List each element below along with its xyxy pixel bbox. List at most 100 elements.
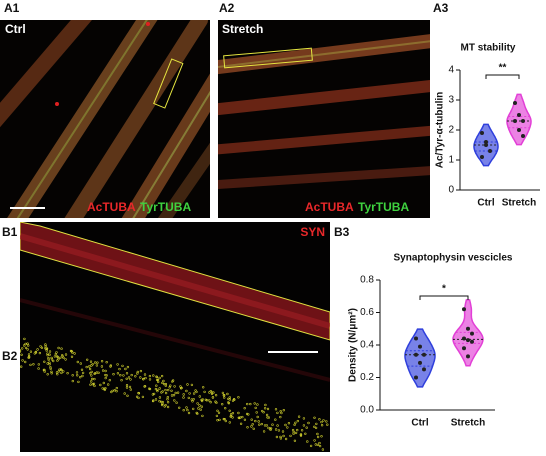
y-tick-label: 4	[448, 65, 454, 76]
synapse-dot	[187, 411, 191, 415]
chart-title: MT stability	[460, 43, 515, 54]
synapse-dot	[260, 422, 263, 426]
synapse-dot	[49, 367, 52, 370]
speck	[146, 22, 150, 26]
synapse-dot	[302, 417, 306, 420]
data-point	[484, 140, 488, 144]
violin	[404, 328, 436, 388]
synapse-dot	[101, 369, 105, 372]
data-point	[513, 119, 517, 123]
synapse-dot	[139, 376, 142, 379]
synapse-dot	[215, 414, 219, 418]
synapse-dot	[266, 416, 269, 419]
synapse-dot	[212, 391, 215, 394]
synapse-dot	[178, 406, 181, 409]
synapse-dot	[277, 429, 281, 432]
synapse-dot	[228, 421, 232, 424]
y-tick-label: 0.6	[360, 307, 374, 318]
synapse-dot	[102, 381, 106, 385]
synapse-dot	[186, 383, 189, 386]
synapse-dot	[95, 364, 99, 367]
significance-bracket	[419, 295, 469, 300]
synapse-dot	[73, 352, 76, 355]
synapse-dot	[104, 369, 107, 373]
synapse-dot	[141, 395, 145, 399]
synapse-dot	[24, 346, 28, 350]
synapse-dot	[81, 371, 85, 375]
synapse-dot	[116, 363, 119, 366]
synapse-dot	[59, 368, 63, 371]
synapse-dot	[266, 407, 270, 411]
synapse-dot	[29, 350, 33, 353]
synapse-dot	[89, 360, 93, 363]
synapse-dot	[296, 419, 299, 423]
synapse-dot	[216, 409, 219, 412]
synapse-dot	[202, 386, 205, 389]
synapse-dot	[243, 418, 247, 421]
synapse-dot	[176, 391, 180, 394]
synapse-dot	[174, 391, 177, 395]
synapse-dot	[284, 423, 287, 427]
synapse-dot	[320, 435, 323, 438]
y-tick-label: 2	[448, 125, 454, 136]
x-tick-label: Stretch	[451, 418, 485, 429]
data-point	[466, 326, 470, 331]
synapse-dot	[161, 402, 164, 406]
channel-label: TyrTUBA	[358, 200, 409, 214]
data-point	[414, 375, 418, 380]
synapse-dot	[306, 440, 309, 443]
synapse-dot	[239, 416, 242, 419]
synapse-dot	[43, 360, 46, 363]
data-point	[480, 155, 484, 159]
synapse-dot	[110, 390, 113, 394]
synapse-dot	[155, 378, 159, 382]
synapse-dot	[60, 371, 63, 375]
synapse-dot	[262, 430, 266, 433]
micrograph	[218, 20, 430, 218]
synapse-dot	[125, 386, 129, 389]
synapse-dot	[173, 399, 176, 402]
data-point	[466, 338, 470, 343]
synapse-dot	[92, 382, 96, 385]
synapse-dot	[160, 374, 164, 378]
synapse-dot	[199, 408, 202, 411]
synapse-dot	[37, 363, 40, 366]
synapse-dot	[210, 392, 214, 396]
y-tick-label: 0.2	[360, 372, 374, 383]
data-point	[484, 143, 488, 147]
synapse-dot	[171, 380, 174, 383]
data-point	[466, 354, 470, 359]
synapse-dot	[124, 367, 127, 371]
synapse-dot	[325, 420, 328, 423]
synapse-dot	[47, 358, 50, 361]
synapse-dot	[20, 353, 23, 356]
synapse-dot	[46, 354, 49, 357]
synapse-dot	[125, 384, 129, 387]
x-tick-label: Stretch	[502, 198, 536, 209]
panel-label: A2	[219, 1, 235, 15]
synapse-dot	[204, 398, 208, 401]
synapse-dot	[198, 395, 202, 398]
data-point	[414, 336, 418, 341]
synapse-dot	[166, 396, 170, 399]
synapse-dot	[109, 365, 112, 368]
synapse-dot	[192, 392, 196, 395]
synapse-dot	[81, 374, 84, 378]
data-point	[462, 346, 466, 351]
synapse-dot	[166, 401, 170, 404]
synapse-dot	[314, 443, 317, 446]
x-tick-label: Ctrl	[411, 418, 428, 429]
synapse-dot	[75, 371, 79, 374]
synapse-dot	[115, 390, 118, 393]
synapse-dot	[243, 407, 246, 410]
synapse-dot	[46, 373, 49, 376]
synapse-dot	[282, 409, 285, 412]
synapse-dot	[203, 390, 206, 394]
synapse-dot	[304, 432, 307, 435]
synapse-dot	[217, 411, 221, 414]
synapse-dot	[166, 405, 170, 409]
synapse-dot	[282, 434, 285, 438]
fiber	[20, 233, 330, 329]
synapse-dot	[70, 355, 74, 358]
synapse-dot	[44, 347, 47, 350]
